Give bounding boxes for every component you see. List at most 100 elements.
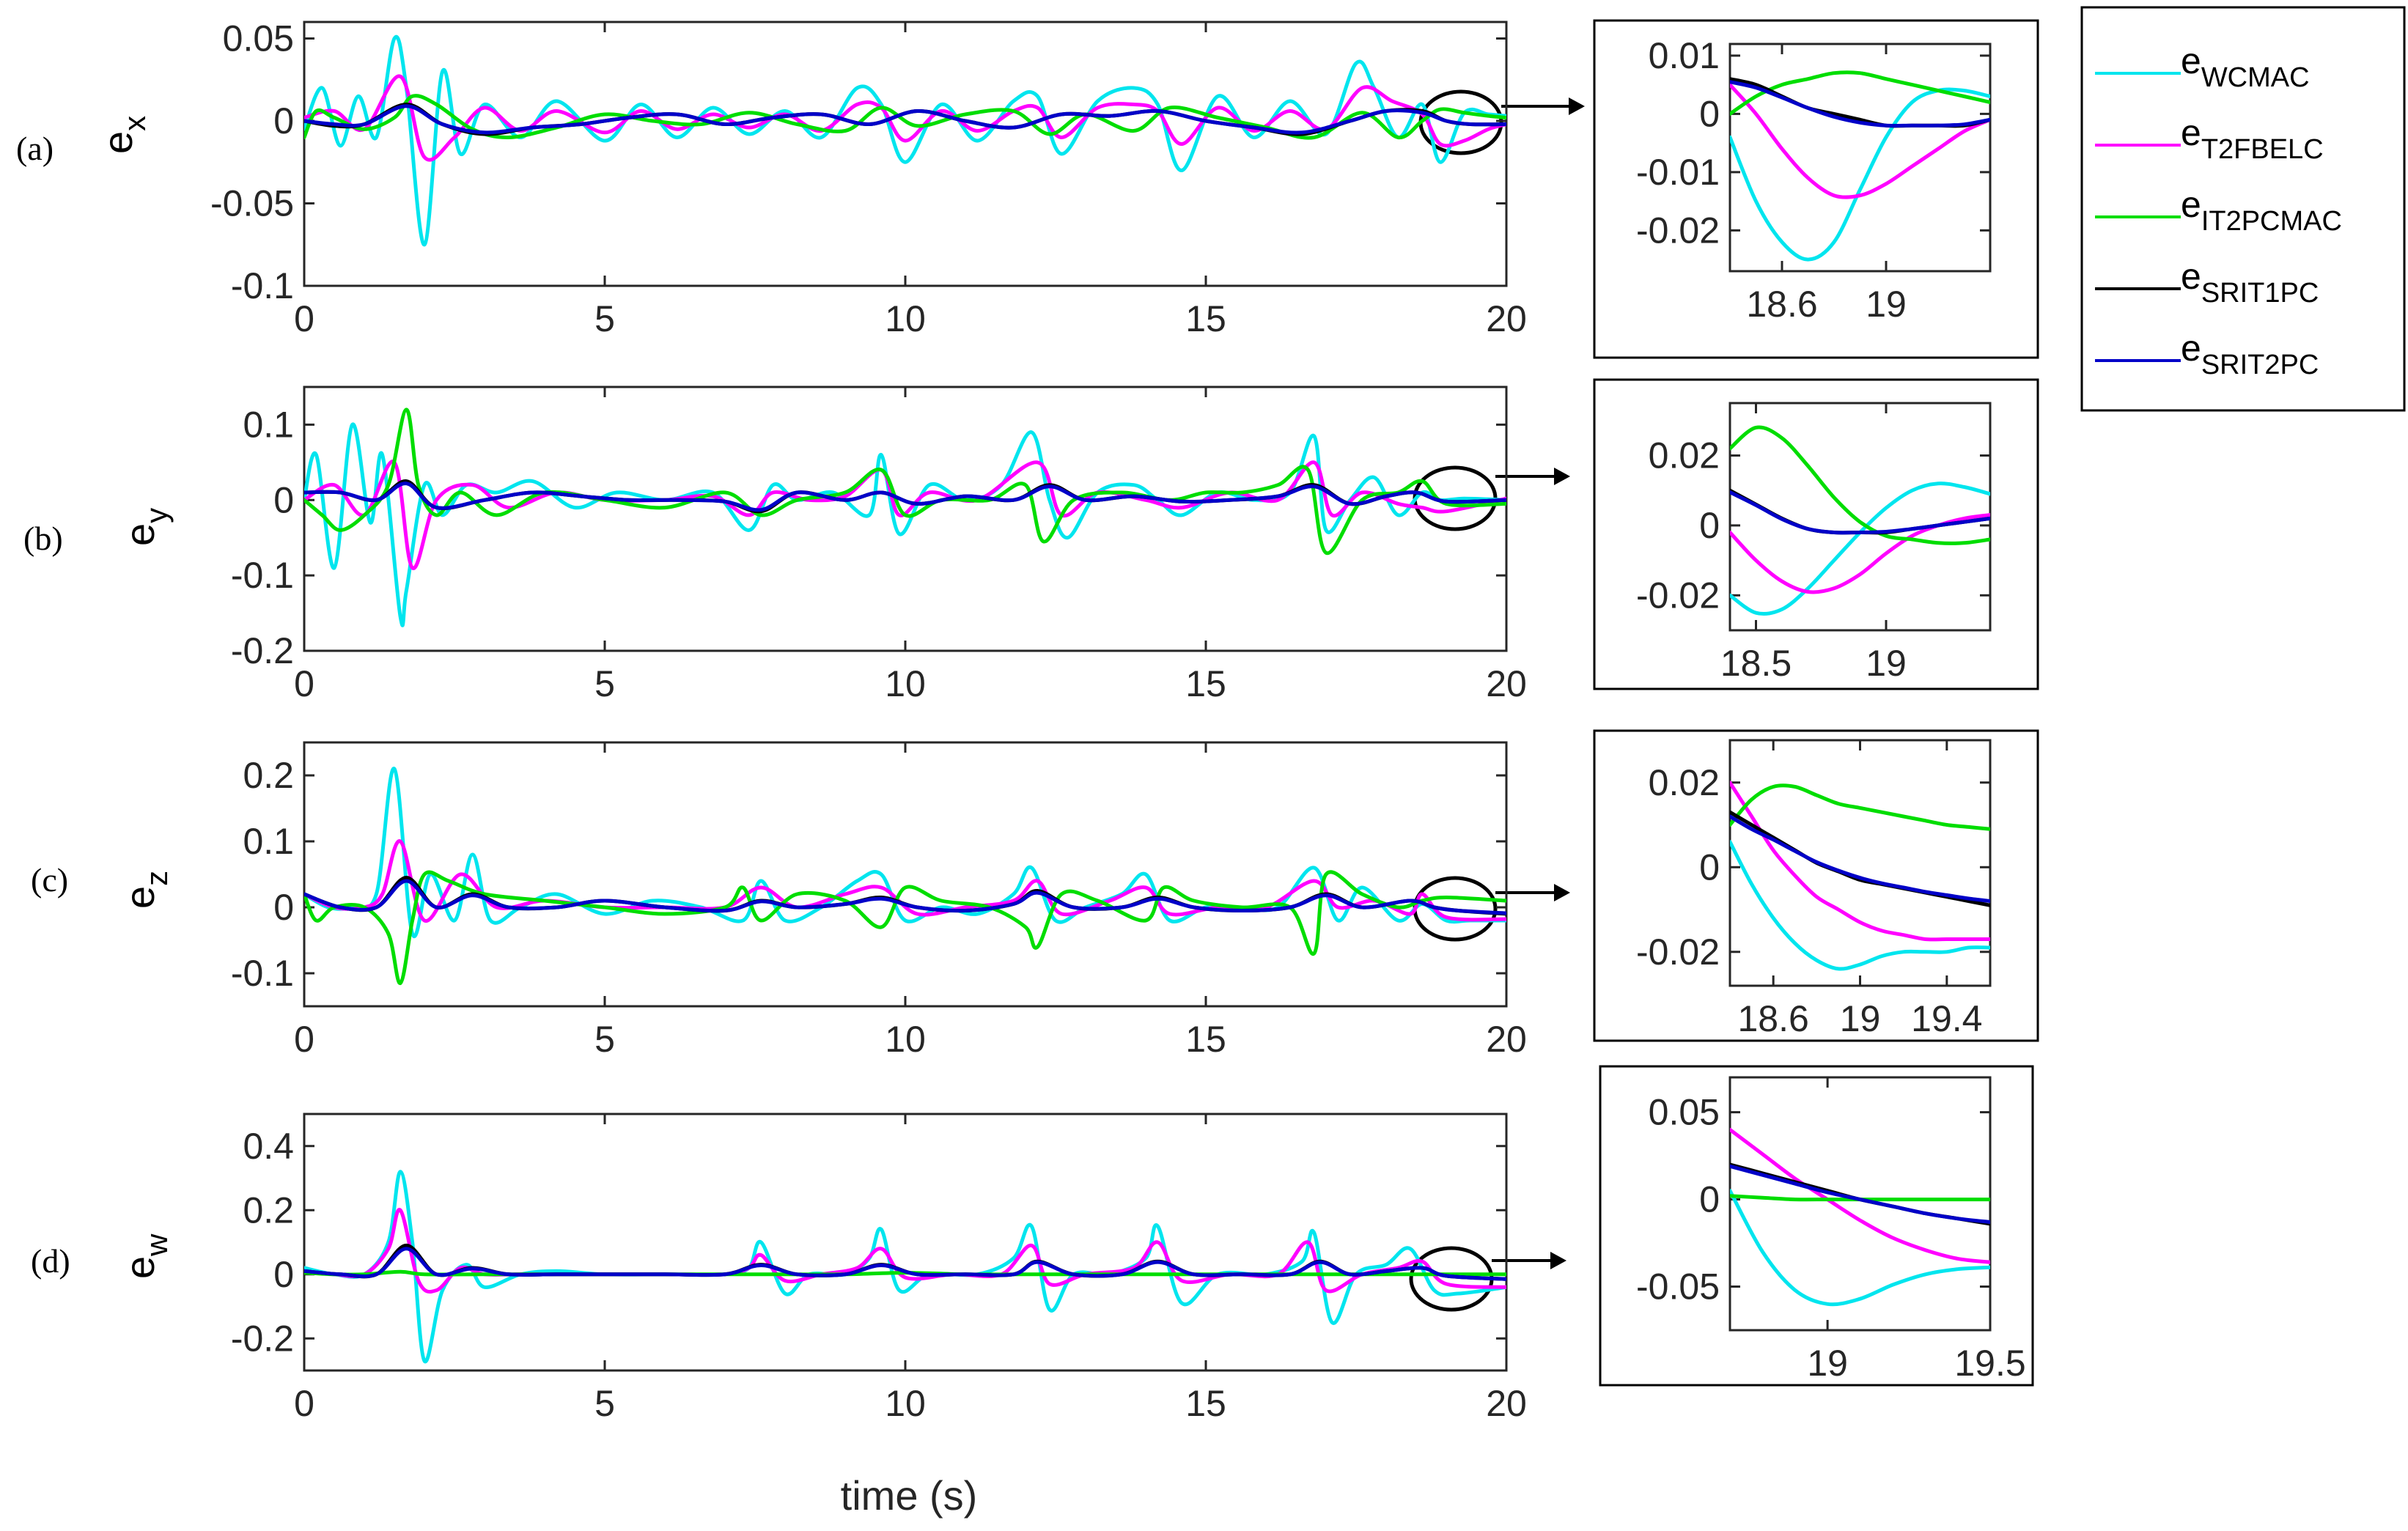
x-tick-label: 20 (1486, 1383, 1527, 1424)
series-line-wcmac (1730, 840, 1990, 971)
y-tick-label: 0 (273, 479, 294, 520)
x-tick-label: 20 (1486, 298, 1527, 339)
series-line-srit2pc (304, 1247, 1506, 1281)
legend-label-sub: IT2PCMAC (2201, 206, 2342, 237)
ylabel-c: ez (117, 871, 174, 909)
series-line-it2pcmac (1730, 425, 1990, 545)
x-tick-label: 18.6 (1746, 284, 1817, 325)
y-tick-label: -0.2 (231, 1318, 294, 1359)
xlabel-time: time (s) (841, 1472, 978, 1519)
y-tick-label: 0.1 (243, 404, 294, 445)
zoom-frame-a (1593, 19, 2039, 359)
series-line-wcmac (1730, 482, 1990, 616)
y-tick-label: -0.05 (1636, 1266, 1720, 1307)
series-line-wcmac (304, 422, 1506, 627)
y-tick-label: 0 (273, 100, 294, 141)
zoom-arrowhead-b (1554, 468, 1570, 485)
y-tick-label: 0.05 (1649, 1092, 1720, 1133)
series-group (304, 407, 1506, 627)
series-line-t2fbelc (304, 1208, 1506, 1294)
legend-label-base: e (2181, 256, 2201, 297)
x-tick-label: 19 (1807, 1343, 1848, 1384)
zoom-arrowhead-c (1554, 884, 1570, 901)
y-tick-label: 0 (273, 887, 294, 928)
chart-6: 18.6 19 19.4 0.02 0 -0.02 (1636, 739, 1992, 1039)
ylabel-a: ex (95, 116, 152, 154)
x-tick-label: 5 (594, 1019, 615, 1060)
series-line-wcmac (304, 1170, 1506, 1364)
x-tick-label: 20 (1486, 663, 1527, 704)
y-tick-label: -0.01 (1636, 152, 1720, 193)
y-tick-label: 0.2 (243, 755, 294, 796)
zoom-frame-d (1599, 1065, 2034, 1387)
series-line-wcmac (1730, 87, 1990, 262)
x-tick-label: 5 (594, 663, 615, 704)
panel-tag-c: (c) (31, 861, 68, 899)
x-tick-label: 5 (594, 298, 615, 339)
y-tick-label: 0 (1699, 1179, 1720, 1220)
chart-3: 0 5 10 15 200.40.20-0.2 (231, 1113, 1527, 1424)
x-tick-label: 18.5 (1720, 643, 1792, 684)
y-tick-label: -0.1 (231, 953, 294, 994)
series-line-srit2pc (1730, 814, 1990, 903)
series-group (1730, 425, 1990, 616)
series-line-t2fbelc (304, 74, 1506, 162)
y-tick-label: 0 (273, 1254, 294, 1295)
series-group (1730, 70, 1990, 262)
series-line-it2pcmac (1730, 783, 1990, 831)
ylabel-d-sub: w (139, 1233, 174, 1257)
zoom-arrowhead-a (1569, 97, 1585, 115)
x-tick-label: 15 (1185, 1383, 1226, 1424)
ylabel-a-base: e (95, 131, 141, 154)
series-line-t2fbelc (1730, 83, 1990, 199)
y-tick-label: -0.1 (231, 555, 294, 596)
x-tick-label: 19 (1866, 284, 1907, 325)
legend-label-srit2pc: eSRIT2PC (2181, 328, 2319, 380)
y-tick-label: -0.05 (210, 183, 294, 224)
ylabel-b: ey (117, 508, 174, 546)
x-tick-label: 18.6 (1738, 998, 1809, 1039)
x-tick-label: 19.4 (1911, 998, 1982, 1039)
axes-box (1728, 43, 1992, 273)
series-group (1730, 781, 1990, 971)
ylabel-c-sub: z (139, 871, 174, 886)
y-tick-label: 0 (1699, 505, 1720, 546)
legend-label-base: e (2181, 40, 2201, 81)
series-line-srit2pc (1730, 1164, 1990, 1224)
legend-label-srit1pc: eSRIT1PC (2181, 256, 2319, 309)
zoom-arrowhead-d (1550, 1252, 1566, 1269)
axes-box (1728, 402, 1992, 632)
axes-box (303, 21, 1508, 287)
x-tick-label: 19 (1840, 998, 1881, 1039)
x-tick-label: 0 (294, 298, 314, 339)
y-tick-label: 0.2 (243, 1189, 294, 1231)
x-tick-label: 10 (885, 1019, 926, 1060)
chart-0: 0 5 10 15 20 0.05 0 -0.05 -0.1 (210, 18, 1527, 340)
y-tick-label: 0.02 (1649, 435, 1720, 476)
series-line-it2pcmac (1730, 70, 1990, 116)
ylabel-b-sub: y (139, 508, 174, 523)
axes-box (303, 385, 1508, 652)
x-tick-label: 15 (1185, 663, 1226, 704)
x-tick-label: 15 (1185, 1019, 1226, 1060)
chart-5: 18.5 19 0.02 0 -0.02 (1636, 402, 1992, 684)
axes-box (303, 1113, 1508, 1372)
x-tick-label: 15 (1185, 298, 1226, 339)
y-tick-label: -0.02 (1636, 575, 1720, 616)
panel-tag-d: (d) (31, 1242, 70, 1280)
y-tick-label: 0.02 (1649, 762, 1720, 803)
series-group (304, 1170, 1506, 1364)
ylabel-d: ew (117, 1233, 174, 1279)
series-line-it2pcmac (304, 870, 1506, 986)
series-group (1730, 1127, 1990, 1307)
ylabel-d-base: e (117, 1256, 163, 1279)
ylabel-b-base: e (117, 523, 163, 546)
series-line-srit2pc (1730, 80, 1990, 128)
legend-label-base: e (2181, 328, 2201, 369)
y-tick-label: -0.02 (1636, 931, 1720, 973)
axes-box (1728, 1076, 1992, 1332)
chart-7: 19 19.5 0.05 0 -0.05 (1636, 1076, 2026, 1384)
